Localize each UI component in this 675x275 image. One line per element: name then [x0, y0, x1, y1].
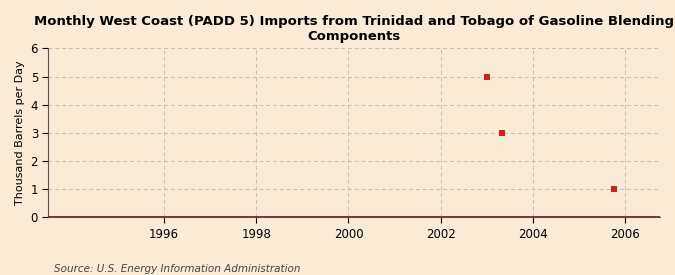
Y-axis label: Thousand Barrels per Day: Thousand Barrels per Day — [15, 60, 25, 205]
Title: Monthly West Coast (PADD 5) Imports from Trinidad and Tobago of Gasoline Blendin: Monthly West Coast (PADD 5) Imports from… — [34, 15, 674, 43]
Text: Source: U.S. Energy Information Administration: Source: U.S. Energy Information Administ… — [54, 264, 300, 274]
